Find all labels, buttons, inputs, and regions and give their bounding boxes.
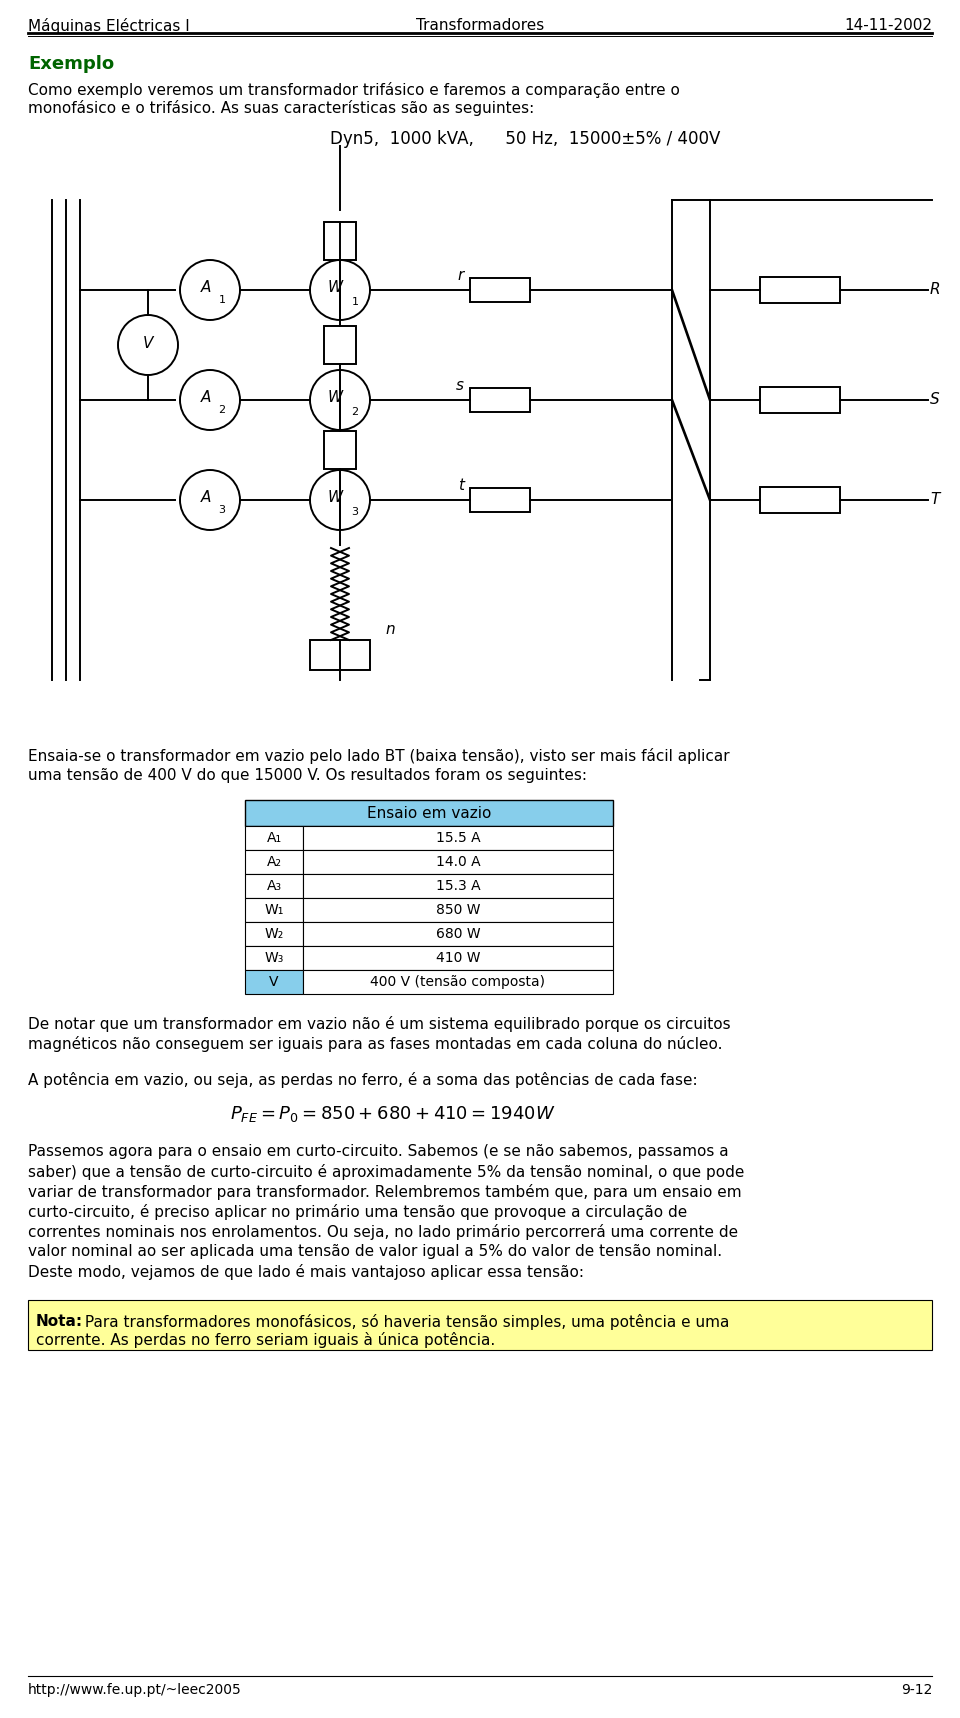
Text: correntes nominais nos enrolamentos. Ou seja, no lado primário percorrerá uma co: correntes nominais nos enrolamentos. Ou …	[28, 1223, 738, 1240]
Bar	[303, 826, 613, 850]
Text: valor nominal ao ser aplicada uma tensão de valor igual a 5% do valor de tensão : valor nominal ao ser aplicada uma tensão…	[28, 1244, 722, 1259]
Bar	[324, 326, 356, 364]
Text: 410 W: 410 W	[436, 952, 480, 966]
Bar	[324, 222, 356, 259]
Text: 680 W: 680 W	[436, 928, 480, 941]
Text: 1: 1	[219, 295, 226, 306]
Text: 400 V (tensão composta): 400 V (tensão composta)	[371, 976, 545, 990]
Text: W: W	[327, 280, 343, 294]
Text: A₃: A₃	[267, 880, 281, 893]
Text: http://www.fe.up.pt/~leec2005: http://www.fe.up.pt/~leec2005	[28, 1684, 242, 1697]
Text: curto-circuito, é preciso aplicar no primário uma tensão que provoque a circulaç: curto-circuito, é preciso aplicar no pri…	[28, 1204, 687, 1220]
Text: 9-12: 9-12	[900, 1684, 932, 1697]
Text: A₁: A₁	[267, 832, 281, 845]
Text: n: n	[385, 622, 395, 637]
Text: 3: 3	[219, 505, 226, 515]
Bar	[245, 801, 613, 826]
Text: A potência em vazio, ou seja, as perdas no ferro, é a soma das potências de cada: A potência em vazio, ou seja, as perdas …	[28, 1072, 698, 1087]
Bar	[245, 923, 303, 947]
Text: s: s	[456, 378, 464, 393]
Text: W₂: W₂	[264, 928, 283, 941]
Text: 15.5 A: 15.5 A	[436, 832, 480, 845]
Text: 15.3 A: 15.3 A	[436, 880, 480, 893]
Text: magnéticos não conseguem ser iguais para as fases montadas em cada coluna do núc: magnéticos não conseguem ser iguais para…	[28, 1036, 723, 1051]
Text: A₂: A₂	[267, 856, 281, 869]
Bar	[760, 277, 840, 302]
Bar	[470, 388, 530, 412]
Bar	[760, 486, 840, 514]
Text: saber) que a tensão de curto-circuito é aproximadamente 5% da tensão nominal, o : saber) que a tensão de curto-circuito é …	[28, 1165, 744, 1180]
Text: A: A	[201, 280, 211, 294]
Text: 14.0 A: 14.0 A	[436, 856, 480, 869]
Text: 3: 3	[351, 507, 358, 517]
Text: Como exemplo veremos um transformador trifásico e faremos a comparação entre o: Como exemplo veremos um transformador tr…	[28, 82, 680, 98]
Bar	[245, 826, 303, 850]
Bar	[303, 971, 613, 995]
Text: $P_{FE} = P_0 = 850 + 680 + 410 = 1940W$: $P_{FE} = P_0 = 850 + 680 + 410 = 1940W$	[230, 1105, 556, 1124]
Text: W: W	[327, 490, 343, 505]
Bar	[310, 641, 370, 670]
Text: Máquinas Eléctricas I: Máquinas Eléctricas I	[28, 17, 190, 34]
Text: 1: 1	[351, 297, 358, 308]
Bar	[245, 947, 303, 971]
Bar	[303, 923, 613, 947]
Bar	[303, 947, 613, 971]
Bar	[28, 1301, 932, 1350]
Text: Ensaia-se o transformador em vazio pelo lado BT (baixa tensão), visto ser mais f: Ensaia-se o transformador em vazio pelo …	[28, 747, 730, 765]
Text: W₃: W₃	[264, 952, 284, 966]
Text: Deste modo, vejamos de que lado é mais vantajoso aplicar essa tensão:: Deste modo, vejamos de que lado é mais v…	[28, 1264, 584, 1280]
Text: S: S	[930, 392, 940, 407]
Text: 850 W: 850 W	[436, 904, 480, 917]
Text: uma tensão de 400 V do que 15000 V. Os resultados foram os seguintes:: uma tensão de 400 V do que 15000 V. Os r…	[28, 768, 587, 783]
Text: A: A	[201, 490, 211, 505]
Bar	[470, 488, 530, 512]
Text: Dyn5,  1000 kVA,      50 Hz,  15000±5% / 400V: Dyn5, 1000 kVA, 50 Hz, 15000±5% / 400V	[330, 131, 720, 148]
Bar	[760, 387, 840, 412]
Bar	[245, 971, 303, 995]
Text: r: r	[458, 268, 464, 283]
Bar	[324, 431, 356, 469]
Text: R: R	[930, 282, 941, 297]
Text: 14-11-2002: 14-11-2002	[844, 17, 932, 33]
Bar	[303, 874, 613, 899]
Bar	[303, 850, 613, 874]
Text: Para transformadores monofásicos, só haveria tensão simples, uma potência e uma: Para transformadores monofásicos, só hav…	[80, 1314, 730, 1330]
Bar	[245, 899, 303, 923]
Text: corrente. As perdas no ferro seriam iguais à única potência.: corrente. As perdas no ferro seriam igua…	[36, 1331, 495, 1349]
Text: 2: 2	[219, 405, 226, 416]
Text: Nota:: Nota:	[36, 1314, 84, 1330]
Text: De notar que um transformador em vazio não é um sistema equilibrado porque os ci: De notar que um transformador em vazio n…	[28, 1015, 731, 1033]
Text: 2: 2	[351, 407, 359, 417]
Text: t: t	[458, 478, 464, 493]
Text: V: V	[269, 976, 278, 990]
Text: variar de transformador para transformador. Relembremos também que, para um ensa: variar de transformador para transformad…	[28, 1184, 742, 1199]
Text: Ensaio em vazio: Ensaio em vazio	[367, 806, 492, 821]
Text: W: W	[327, 390, 343, 404]
Bar	[470, 278, 530, 302]
Text: T: T	[930, 493, 940, 507]
Text: V: V	[143, 335, 154, 350]
Text: monofásico e o trifásico. As suas características são as seguintes:: monofásico e o trifásico. As suas caract…	[28, 100, 535, 117]
Text: Exemplo: Exemplo	[28, 55, 114, 72]
Text: W₁: W₁	[264, 904, 284, 917]
Text: Transformadores: Transformadores	[416, 17, 544, 33]
Bar	[245, 874, 303, 899]
Bar	[245, 850, 303, 874]
Text: A: A	[201, 390, 211, 404]
Bar	[303, 899, 613, 923]
Text: Passemos agora para o ensaio em curto-circuito. Sabemos (e se não sabemos, passa: Passemos agora para o ensaio em curto-ci…	[28, 1144, 729, 1160]
